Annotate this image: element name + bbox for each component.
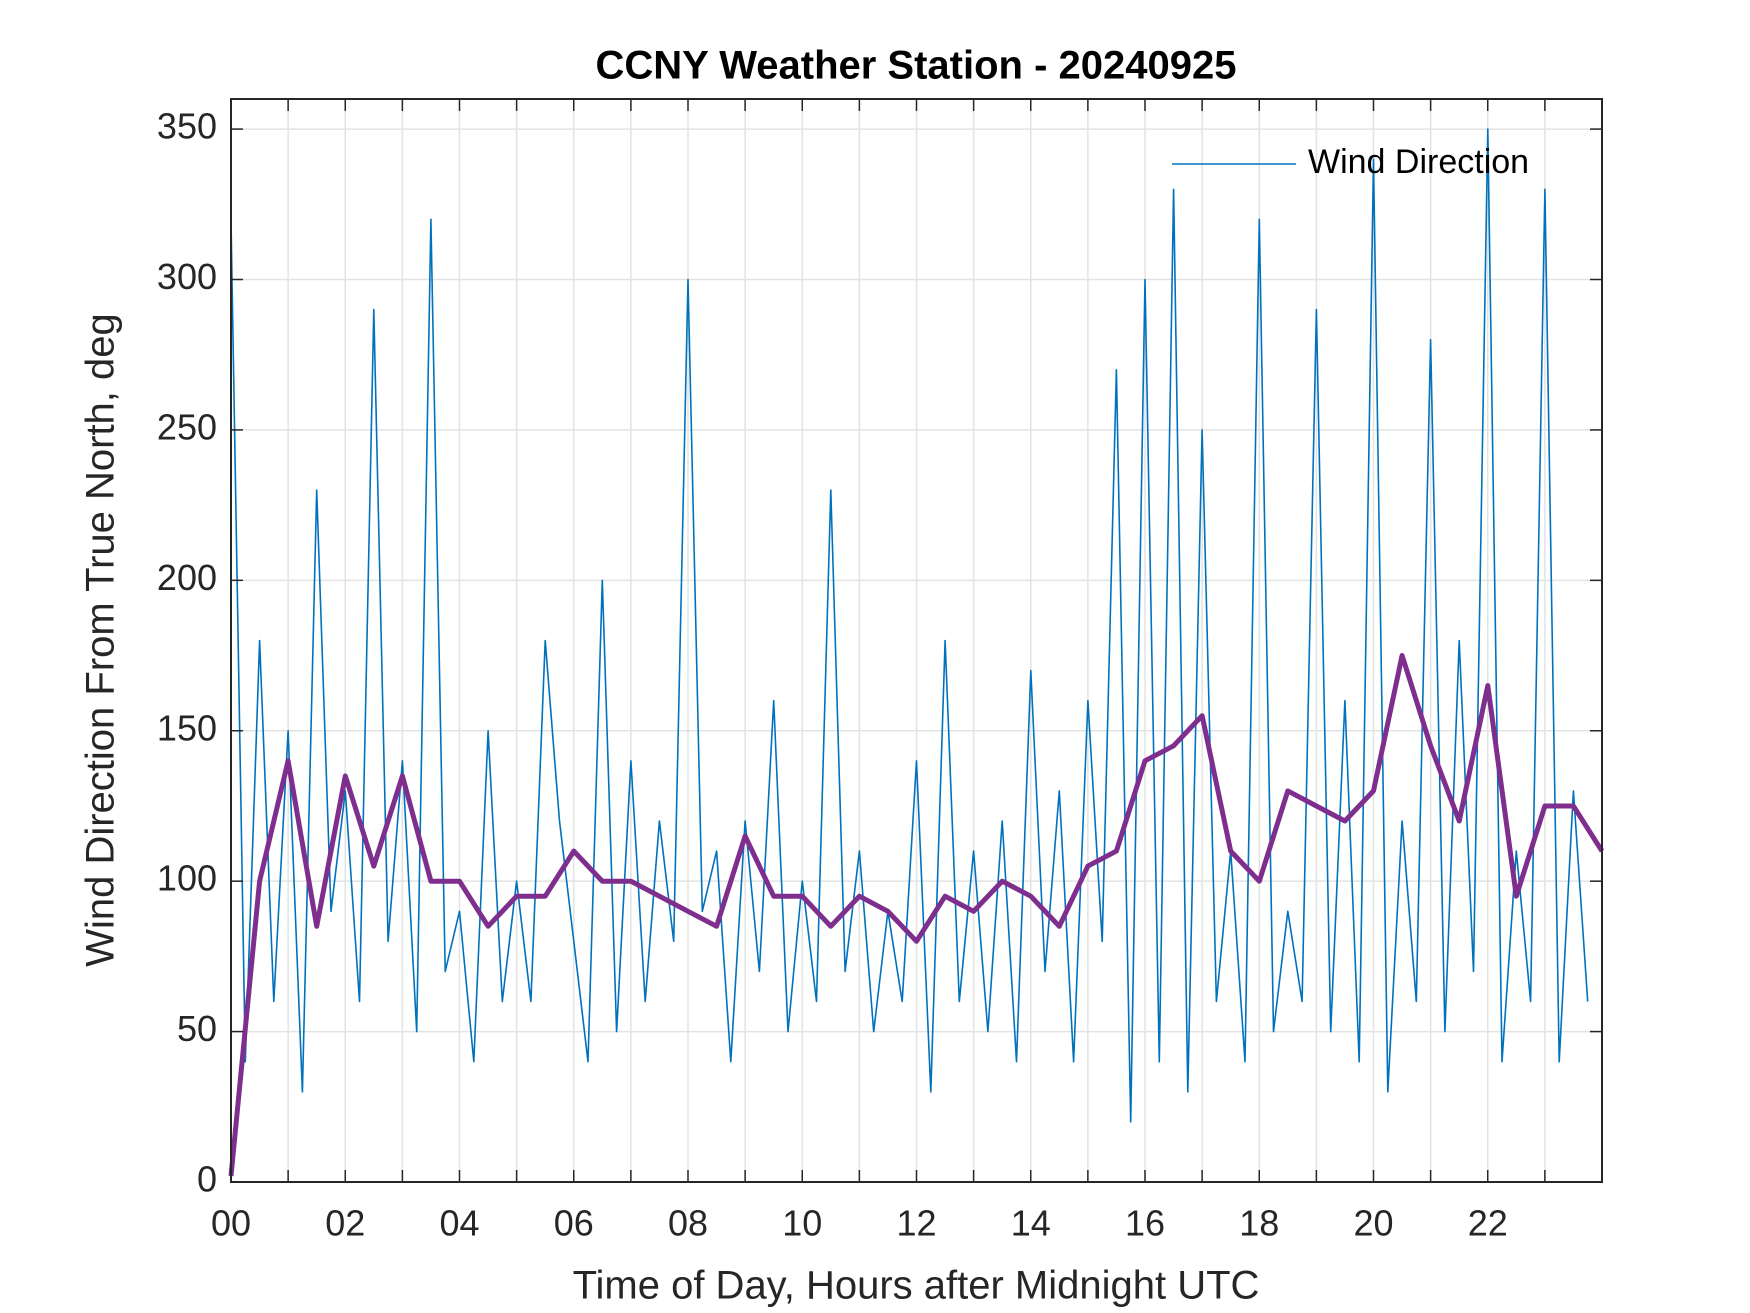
series-line xyxy=(230,128,1589,1123)
x-axis-label: Time of Day, Hours after Midnight UTC xyxy=(573,1264,1260,1308)
y-tick-label: 250 xyxy=(157,406,217,447)
x-tick-label: 18 xyxy=(1239,1203,1279,1244)
legend-label: Wind Direction xyxy=(1308,143,1529,181)
chart-title: CCNY Weather Station - 20240925 xyxy=(596,44,1237,88)
x-tick-label: 20 xyxy=(1353,1203,1393,1244)
x-tick-label: 14 xyxy=(1011,1203,1051,1244)
y-tick-label: 200 xyxy=(157,557,217,598)
axes-box xyxy=(230,98,1603,1183)
y-tick-label: 300 xyxy=(157,256,217,297)
x-tick-label: 22 xyxy=(1468,1203,1508,1244)
y-tick-label: 100 xyxy=(157,858,217,899)
grid xyxy=(230,99,1602,1183)
y-tick-label: 0 xyxy=(197,1159,217,1200)
y-tick-label: 50 xyxy=(177,1008,217,1049)
x-tick-label: 02 xyxy=(325,1203,365,1244)
series-line xyxy=(228,653,1605,1177)
x-tick-label: 06 xyxy=(554,1203,594,1244)
x-tick-label: 08 xyxy=(668,1203,708,1244)
x-tick-label: 16 xyxy=(1125,1203,1165,1244)
x-tick-label: 00 xyxy=(211,1203,251,1244)
x-tick-label: 10 xyxy=(782,1203,822,1244)
plot-area xyxy=(228,128,1605,1177)
x-tick-label: 04 xyxy=(439,1203,479,1244)
x-tick-label: 12 xyxy=(896,1203,936,1244)
y-tick-label: 150 xyxy=(157,707,217,748)
y-tick-label: 350 xyxy=(157,106,217,147)
axes: 0 50 100 150 200 250 300 350 00 02 04 06 08 10 12 14 16 1… xyxy=(157,98,1603,1244)
y-axis-label: Wind Direction From True North, deg xyxy=(79,313,123,967)
